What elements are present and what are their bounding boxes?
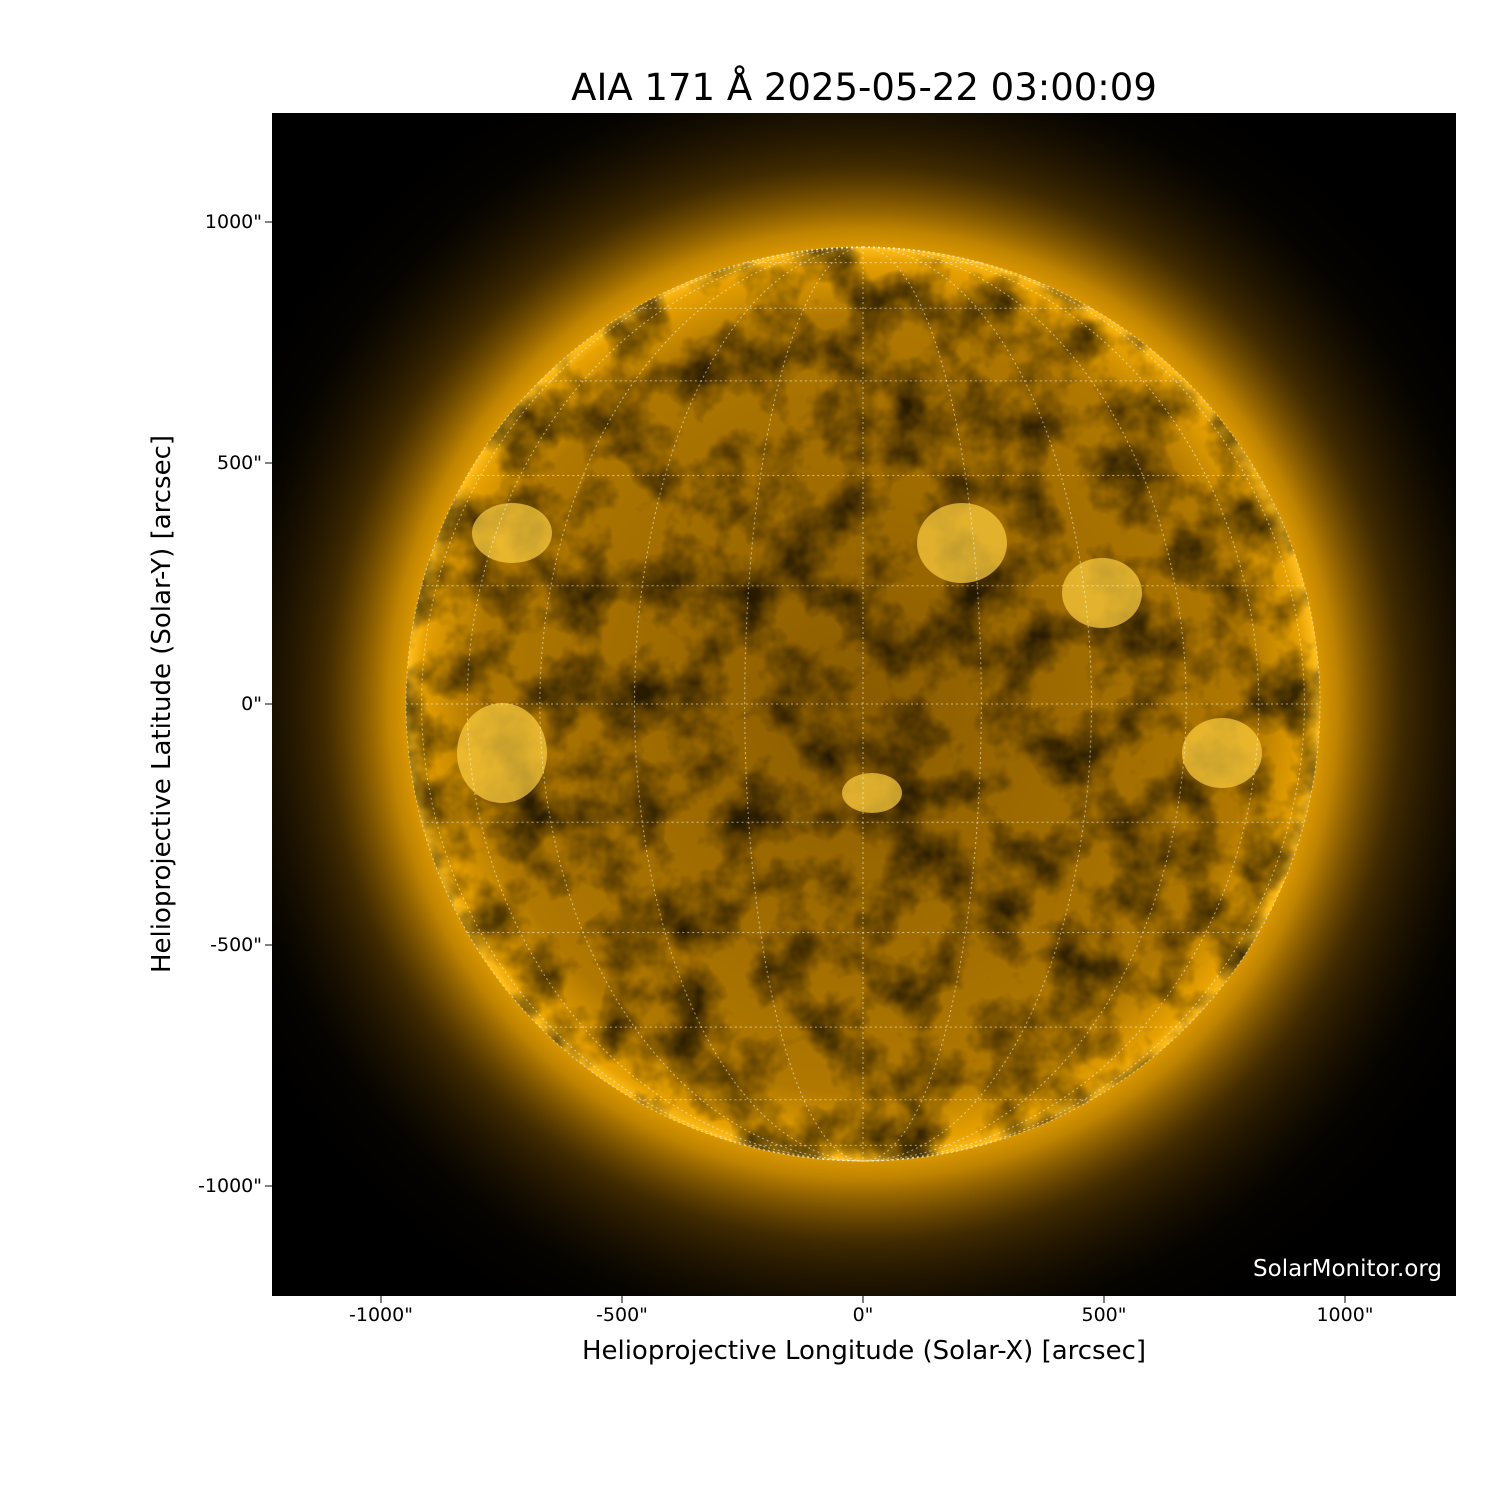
x-tick-label: -500" <box>596 1304 648 1326</box>
y-tick-label: 1000" <box>204 211 262 233</box>
longitude-line <box>862 246 1260 1162</box>
longitude-line <box>862 246 1187 1162</box>
x-axis-label: Helioprojective Longitude (Solar-X) [arc… <box>581 1336 1147 1366</box>
longitude-line <box>862 246 982 1162</box>
solar-image <box>272 113 1456 1296</box>
longitude-line <box>634 246 864 1162</box>
active-regions <box>457 503 1262 813</box>
x-tick-label: 1000" <box>1316 1304 1374 1326</box>
y-tick-label: -1000" <box>198 1175 262 1197</box>
watermark: SolarMonitor.org <box>1253 1256 1442 1282</box>
plot-title: AIA 171 Å 2025-05-22 03:00:09 <box>571 66 1157 109</box>
y-tick-label: -500" <box>210 934 262 956</box>
y-tick-label: 0" <box>241 693 262 715</box>
y-tick-label: 500" <box>216 452 262 474</box>
heliographic-grid <box>405 246 1321 1162</box>
longitude-line <box>539 246 864 1162</box>
longitude-line <box>862 246 1092 1162</box>
x-tick-label: 500" <box>1081 1304 1127 1326</box>
longitude-line <box>744 246 864 1162</box>
x-tick-label: 0" <box>852 1304 874 1326</box>
longitude-line <box>862 246 1305 1162</box>
x-tick-label: -1000" <box>349 1304 413 1326</box>
y-axis-label: Helioprojective Latitude (Solar-Y) [arcs… <box>147 434 177 974</box>
